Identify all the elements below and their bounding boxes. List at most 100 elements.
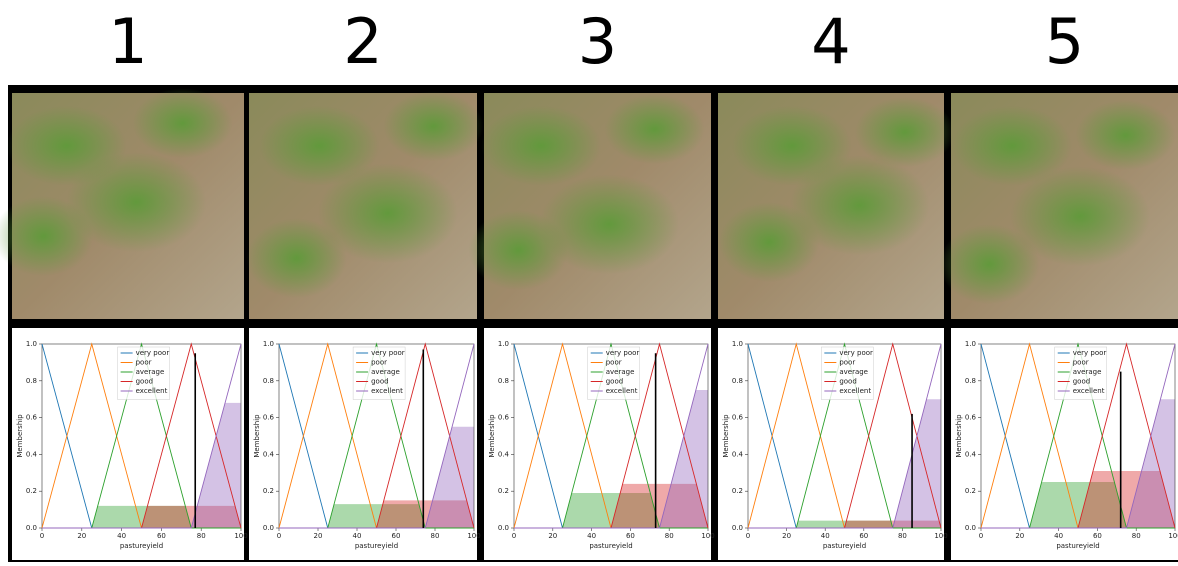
y-tick-label: 1.0: [498, 340, 509, 348]
legend-label: poor: [1073, 359, 1089, 367]
x-tick-label: 20: [548, 532, 557, 540]
legend-label: excellent: [371, 387, 403, 395]
x-tick-label: 20: [782, 532, 791, 540]
activation-area: [659, 390, 708, 528]
membership-line: [981, 343, 1176, 529]
x-axis-label: pastureyield: [120, 542, 163, 550]
activation-area: [611, 483, 708, 528]
photo-vegetation: [317, 163, 458, 264]
legend-label: excellent: [136, 387, 168, 395]
y-axis-label: Membership: [955, 414, 963, 458]
x-tick-label: 100: [467, 532, 480, 540]
activation-area: [1078, 470, 1175, 528]
panel-heading: 2: [343, 5, 382, 78]
x-tick-label: 60: [626, 532, 635, 540]
y-tick-label: 0.2: [26, 487, 37, 495]
y-axis-label: Membership: [722, 414, 730, 458]
photo-vegetation: [939, 224, 1040, 305]
y-tick-label: 0.4: [732, 450, 744, 458]
activation-area: [191, 402, 241, 528]
legend-label: very poor: [136, 349, 170, 357]
x-tick-label: 40: [1054, 532, 1063, 540]
legend-label: average: [1073, 368, 1102, 376]
y-tick-label: 1.0: [263, 340, 274, 348]
x-tick-label: 40: [353, 532, 362, 540]
x-tick-label: 0: [40, 532, 44, 540]
y-tick-label: 0.8: [965, 377, 976, 385]
photo-vegetation: [604, 94, 705, 165]
panel-heading: 1: [108, 5, 147, 78]
y-tick-label: 0.2: [732, 487, 743, 495]
membership-line: [42, 343, 242, 529]
photo-vegetation: [66, 152, 207, 253]
photo-vegetation: [1075, 100, 1176, 171]
legend-label: good: [839, 378, 856, 386]
x-tick-label: 20: [77, 532, 86, 540]
y-tick-label: 0.0: [498, 524, 509, 532]
x-tick-label: 100: [1168, 532, 1178, 540]
x-tick-label: 40: [587, 532, 596, 540]
legend-label: poor: [606, 359, 622, 367]
x-tick-label: 80: [431, 532, 440, 540]
x-tick-label: 60: [1093, 532, 1102, 540]
activation-area: [1126, 399, 1175, 528]
x-tick-label: 0: [277, 532, 281, 540]
legend-label: poor: [839, 359, 855, 367]
photo-vegetation: [246, 218, 347, 299]
y-axis-label: Membership: [253, 414, 261, 458]
activation-area: [91, 505, 192, 528]
x-tick-label: 0: [746, 532, 750, 540]
legend-label: excellent: [606, 387, 638, 395]
legend-label: average: [606, 368, 635, 376]
activation-area: [1029, 482, 1127, 528]
legend-label: very poor: [1073, 349, 1107, 357]
x-tick-label: 40: [117, 532, 126, 540]
activation-area: [562, 493, 660, 528]
y-tick-label: 0.6: [732, 414, 744, 422]
y-tick-label: 0.8: [26, 377, 37, 385]
x-tick-label: 20: [314, 532, 323, 540]
activation-area: [376, 500, 474, 528]
x-tick-label: 60: [392, 532, 401, 540]
x-tick-label: 0: [512, 532, 516, 540]
y-tick-label: 0.0: [965, 524, 976, 532]
legend-label: very poor: [839, 349, 873, 357]
y-tick-label: 0.8: [263, 377, 274, 385]
photo-vegetation: [0, 196, 94, 277]
y-axis-label: Membership: [16, 414, 24, 458]
legend-label: good: [1073, 378, 1090, 386]
legend-label: average: [371, 368, 400, 376]
y-tick-label: 0.2: [263, 487, 274, 495]
photo-vegetation: [789, 155, 930, 256]
y-tick-label: 0.0: [732, 524, 743, 532]
x-tick-label: 80: [1132, 532, 1141, 540]
x-tick-label: 80: [898, 532, 907, 540]
y-tick-label: 0.6: [498, 414, 510, 422]
membership-line: [514, 343, 709, 529]
y-axis-label: Membership: [488, 414, 496, 458]
y-tick-label: 0.4: [26, 450, 38, 458]
x-tick-label: 100: [701, 532, 714, 540]
y-tick-label: 0.6: [26, 414, 38, 422]
membership-line: [748, 343, 942, 529]
legend-label: poor: [136, 359, 152, 367]
x-tick-label: 80: [665, 532, 674, 540]
y-tick-label: 0.6: [965, 414, 977, 422]
legend-label: good: [606, 378, 623, 386]
legend-label: excellent: [839, 387, 871, 395]
activation-area: [327, 504, 426, 528]
y-tick-label: 0.8: [732, 377, 743, 385]
panel-heading: 5: [1045, 5, 1084, 78]
legend-label: very poor: [606, 349, 640, 357]
y-tick-label: 0.0: [26, 524, 37, 532]
x-tick-label: 0: [979, 532, 983, 540]
photo-vegetation: [132, 88, 233, 159]
x-tick-label: 100: [934, 532, 947, 540]
photo-vegetation: [719, 202, 820, 283]
x-tick-label: 40: [821, 532, 830, 540]
x-axis-label: pastureyield: [589, 542, 632, 550]
activation-area: [844, 520, 941, 528]
panel-heading: 3: [578, 5, 617, 78]
legend-label: good: [136, 378, 153, 386]
